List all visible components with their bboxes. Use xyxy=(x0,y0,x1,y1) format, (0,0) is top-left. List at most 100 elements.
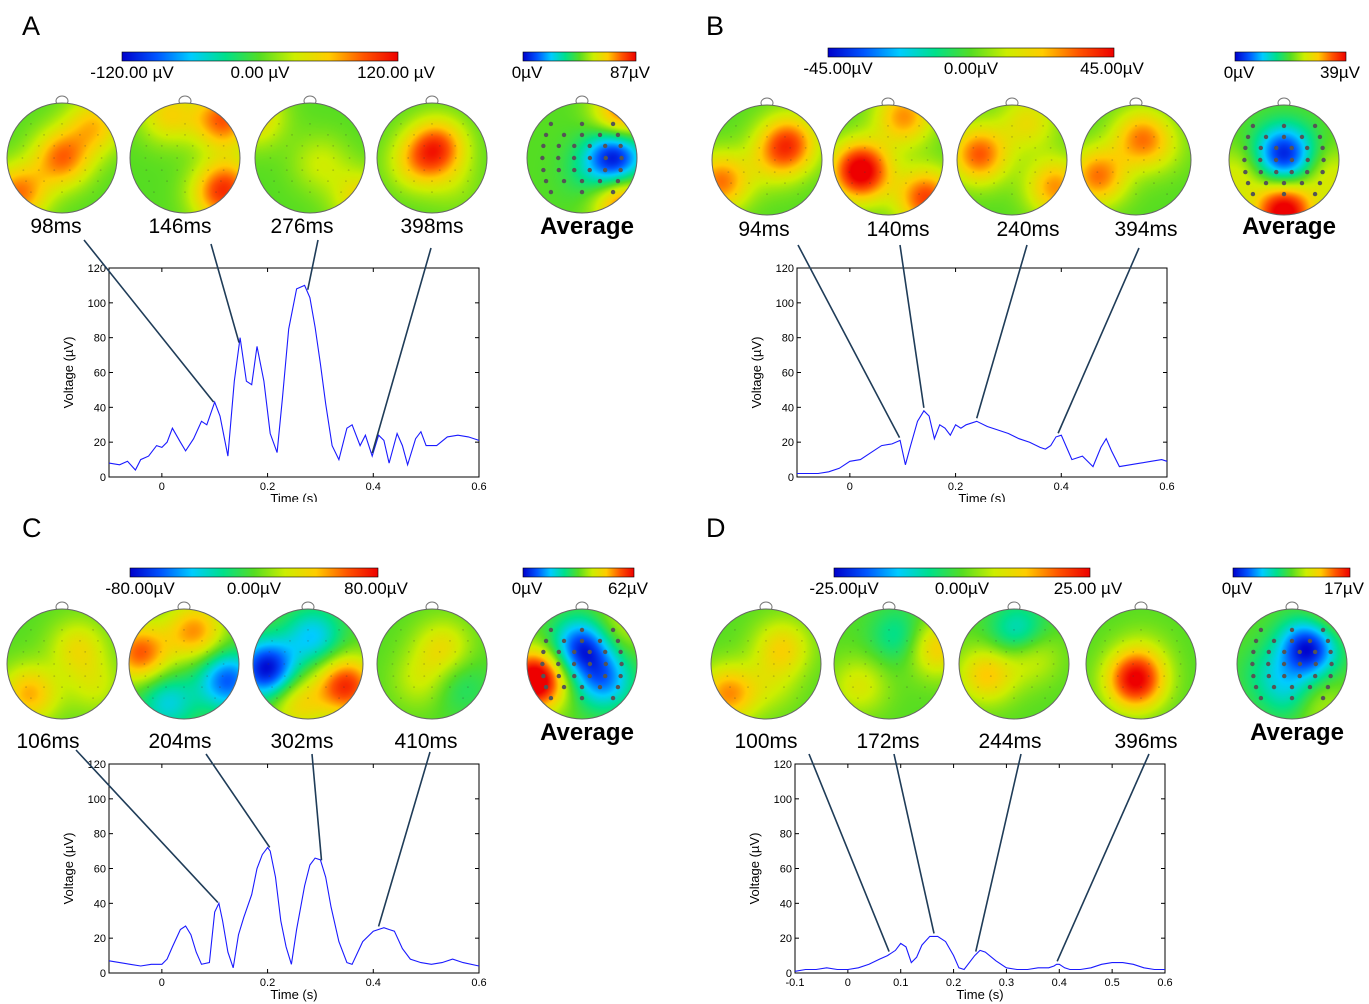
electrode-dot xyxy=(347,145,350,147)
electrode-dot xyxy=(1271,638,1277,644)
electrode-dot xyxy=(1047,182,1049,185)
electrode-dot xyxy=(911,651,914,653)
electrode-dot xyxy=(330,675,333,677)
electrode-dot xyxy=(462,191,464,194)
electrode-dot xyxy=(283,663,286,665)
electrode-dot xyxy=(84,145,87,147)
electrode-dot xyxy=(1258,627,1264,633)
electrode-dot xyxy=(467,134,469,136)
electrode-dot xyxy=(1281,191,1287,197)
electrode-dot xyxy=(1305,157,1310,163)
electrode-dot xyxy=(849,675,852,677)
electrode-dot xyxy=(395,134,397,136)
electrode-dot xyxy=(69,663,71,665)
electrode-dot xyxy=(21,663,24,665)
electrode-dot xyxy=(53,663,55,665)
electrode-dot xyxy=(789,159,792,161)
electrode-dot xyxy=(579,121,585,127)
electrode-dot xyxy=(977,686,979,688)
electrode-dot xyxy=(864,675,867,677)
panel-d: D -25.00µV 0.00µV 25.00 µV 0µV 17µV 100ms 172ms… xyxy=(684,502,1368,1004)
y-tick-label: 100 xyxy=(776,298,794,310)
electrode-dot xyxy=(974,675,977,677)
electrode-dot xyxy=(84,157,87,159)
electrode-dot xyxy=(995,640,997,642)
electrode-dot xyxy=(462,629,464,631)
electrode-dot xyxy=(1148,663,1150,665)
electrode-dot xyxy=(849,651,852,653)
latency-leader-line xyxy=(893,753,935,934)
electrode-dot xyxy=(1245,134,1251,140)
topomap-3 xyxy=(958,601,1070,720)
electrode-dot xyxy=(1325,684,1331,690)
electrode-dot xyxy=(423,651,426,653)
electrode-dot xyxy=(788,663,791,665)
electrode-dot xyxy=(1109,629,1111,631)
electrode-dot xyxy=(556,661,561,667)
electrode-dot xyxy=(1281,661,1287,667)
electrode-dot xyxy=(727,171,730,174)
electrode-dot xyxy=(68,169,71,172)
latency-leader-line xyxy=(377,751,431,927)
electrode-dot xyxy=(1158,640,1160,642)
electrode-dot xyxy=(301,169,304,172)
electrode-dot xyxy=(221,651,224,653)
electrode-dot xyxy=(438,145,441,147)
electrode-dot xyxy=(1036,675,1039,677)
electrode-dot xyxy=(147,686,149,688)
electrode-dot xyxy=(805,159,808,161)
electrode-dot xyxy=(1176,686,1178,688)
x-tick-label: 0 xyxy=(159,481,165,493)
electrode-dot xyxy=(270,169,273,172)
latency-label: 204ms xyxy=(148,730,211,753)
electrode-dot xyxy=(1117,182,1119,185)
electrode-dot xyxy=(1034,147,1037,149)
x-tick-label: 0.4 xyxy=(1054,481,1069,493)
electrode-dot xyxy=(987,171,990,174)
electrode-dot xyxy=(176,169,179,172)
electrode-dot xyxy=(273,134,275,136)
electrode-dot xyxy=(219,640,221,642)
electrode-dot xyxy=(268,651,271,653)
electrode-dot xyxy=(1049,640,1051,642)
colorbar-min-label: -120.00 µV xyxy=(90,63,174,82)
latency-label: 394ms xyxy=(1114,218,1177,241)
electrode-dot xyxy=(431,180,433,183)
electrode-dot xyxy=(159,663,162,665)
electrode-dot xyxy=(222,663,225,665)
electrode-dot xyxy=(1263,180,1269,186)
electrode-dot xyxy=(100,663,103,665)
y-tick-label: 120 xyxy=(88,263,106,275)
electrode-dot xyxy=(165,686,167,688)
electrode-dot xyxy=(1003,171,1006,174)
x-tick-label: 0.4 xyxy=(366,977,381,989)
x-tick-label: -0.1 xyxy=(786,977,805,989)
electrode-dot xyxy=(1251,649,1256,655)
electrode-dot xyxy=(597,178,603,184)
electrode-dot xyxy=(1179,663,1182,665)
latency-leader-line xyxy=(306,239,319,290)
electrode-dot xyxy=(392,651,395,653)
electrode-dot xyxy=(972,171,975,174)
electrode-dot xyxy=(469,675,472,677)
electrode-dot xyxy=(1122,686,1124,688)
colorbar xyxy=(121,51,399,62)
electrode-dot xyxy=(454,145,457,147)
electrode-dot xyxy=(742,159,745,161)
electrode-dot xyxy=(572,673,577,679)
electrode-dot xyxy=(741,663,744,665)
electrode-dot xyxy=(413,180,415,183)
electrode-dot xyxy=(1253,638,1259,644)
electrode-dot xyxy=(880,675,883,677)
electrode-dot xyxy=(175,651,178,653)
electrode-dot xyxy=(735,193,737,196)
electrode-dot xyxy=(1289,157,1295,163)
electrode-dot xyxy=(1320,169,1325,175)
electrode-dot xyxy=(610,695,616,701)
electrode-dot xyxy=(880,651,883,653)
head-outline xyxy=(958,608,1070,720)
electrode-dot xyxy=(1273,157,1279,163)
electrode-dot xyxy=(1274,169,1279,175)
electrode-dot xyxy=(184,191,186,194)
